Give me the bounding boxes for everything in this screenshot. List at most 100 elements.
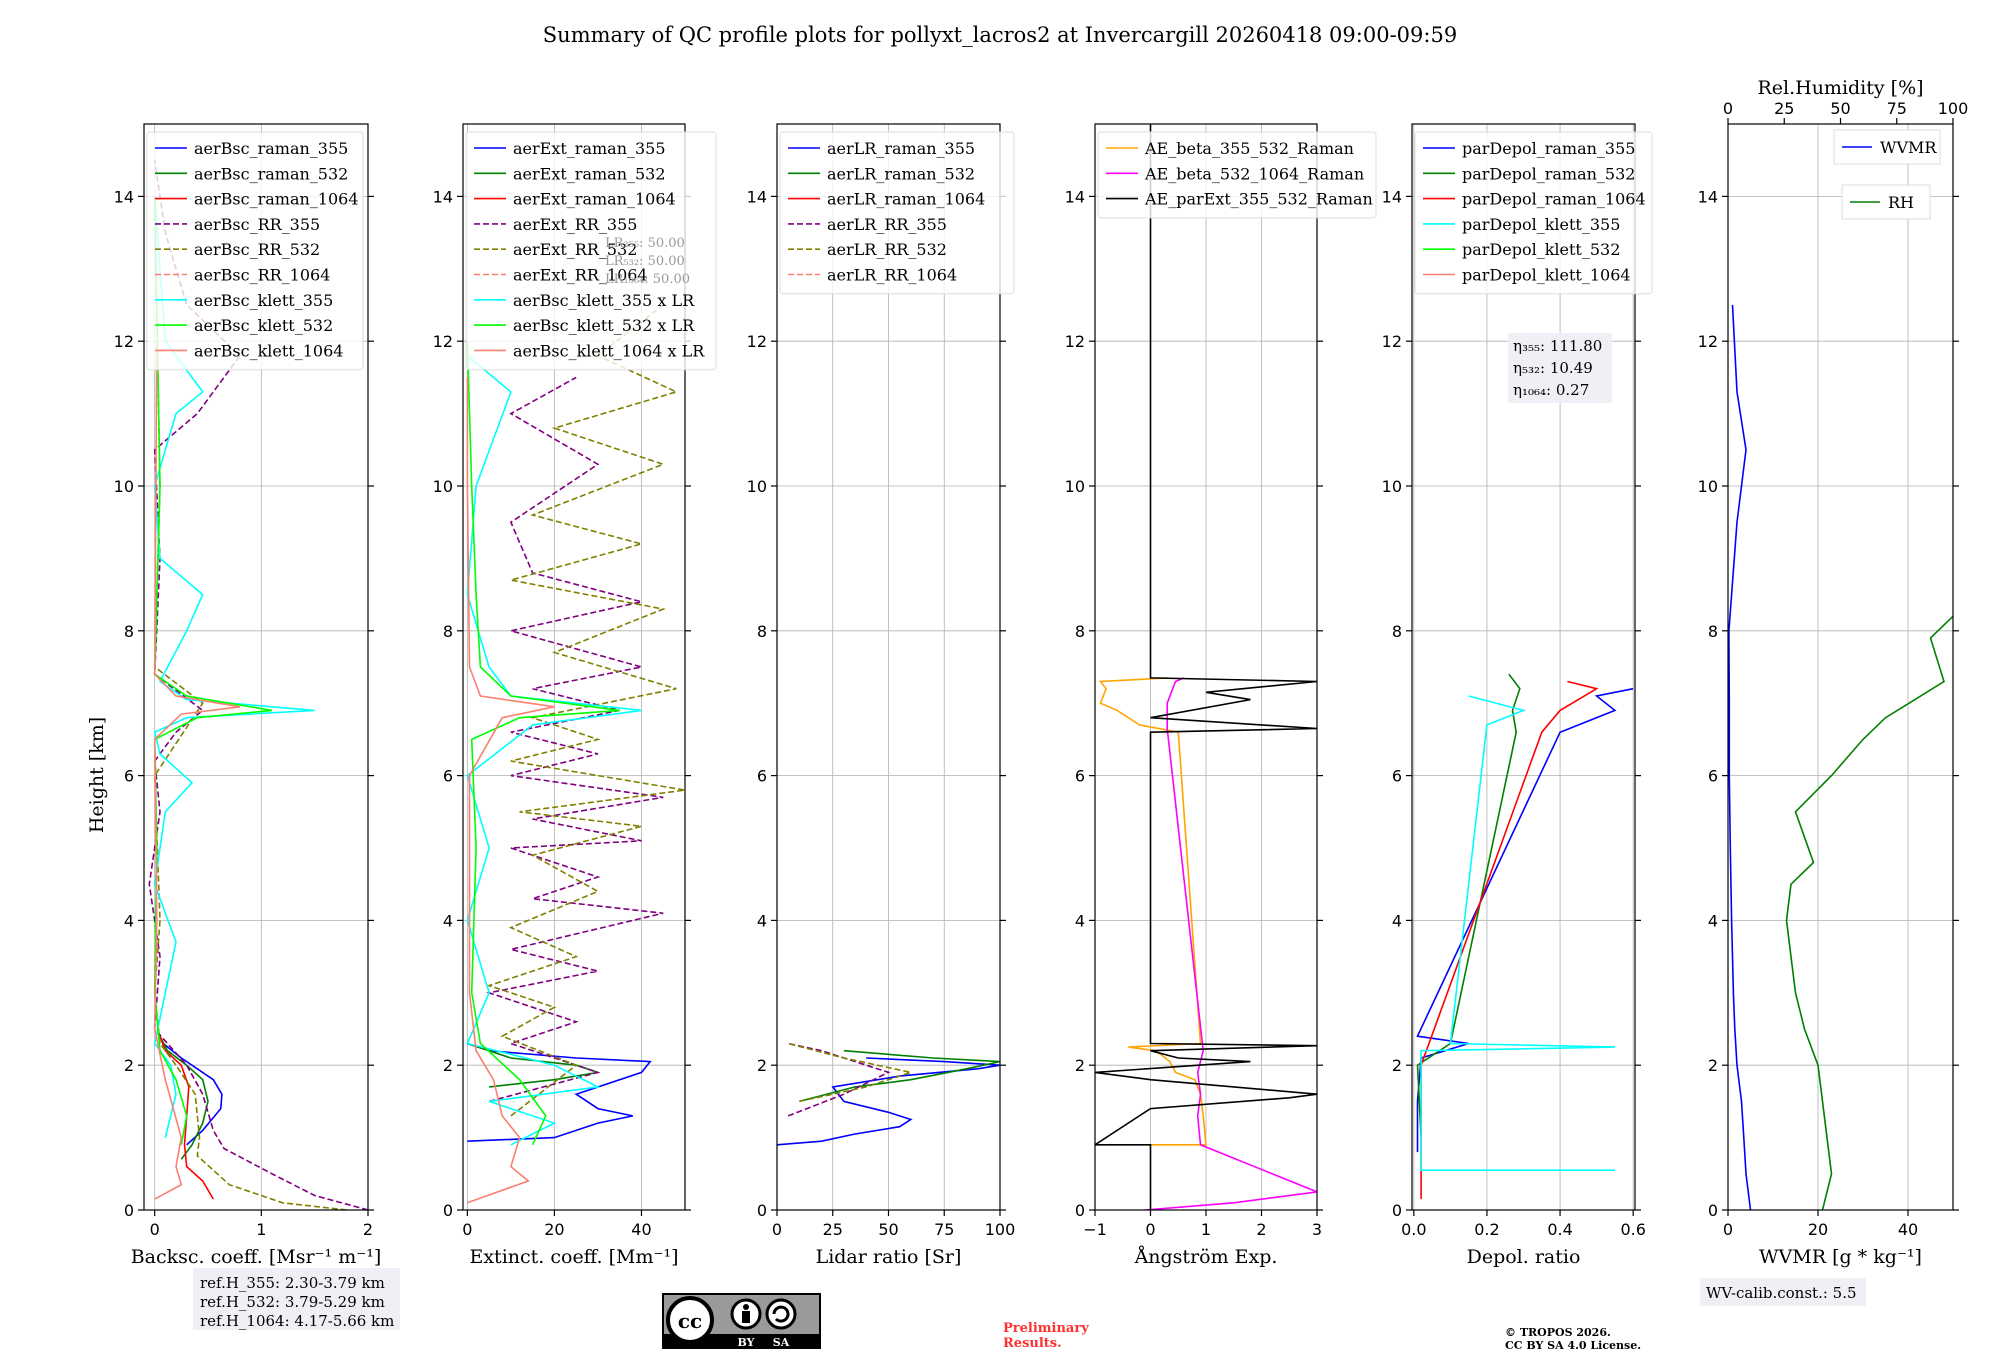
series-RH: [1785, 615, 1953, 1210]
x2-tick-label: 50: [1830, 99, 1850, 118]
y-tick-label: 14: [1065, 187, 1085, 206]
axes-frame: [1727, 123, 1954, 1211]
series-aerLR_RR_532: [787, 1042, 914, 1103]
ref-height-1064: ref.H_1064: 4.17-5.66 km: [200, 1312, 394, 1330]
series-group: [1095, 124, 1317, 1210]
legend-box: [1414, 131, 1653, 295]
sa-icon: [765, 1298, 797, 1330]
x-tick-label: 0.2: [1474, 1220, 1499, 1239]
x-tick-label: 25: [823, 1220, 843, 1239]
legend-label: aerBsc_RR_532: [194, 240, 320, 259]
legend-label: AE_beta_355_532_Raman: [1144, 139, 1354, 158]
y-tick-label: 6: [1075, 767, 1085, 786]
legend-label: WVMR: [1880, 138, 1937, 157]
series-group: [148, 160, 368, 1210]
ref-box-bg: [193, 1268, 400, 1330]
y-tick-label: 0: [443, 1201, 453, 1220]
legend-label: aerBsc_klett_1064 x LR: [513, 341, 705, 360]
legend-label: aerLR_raman_355: [827, 139, 975, 158]
y-tick-label: 4: [124, 911, 134, 930]
legend-label: parDepol_raman_1064: [1462, 190, 1646, 209]
panel-extinction: 0 20 40 0 2 4 6 8 10 12 14 Extinct. coeff. [Mm⁻¹] ae…: [433, 123, 717, 1268]
legend-label: aerLR_raman_1064: [827, 190, 985, 209]
y-tick-label: 4: [443, 911, 453, 930]
legend-label: aerBsc_klett_355 x LR: [513, 291, 695, 310]
y-tick-label: 10: [114, 477, 134, 496]
x-tick-label: 75: [934, 1220, 954, 1239]
copyright-note: © TROPOS 2026. CC BY SA 4.0 License.: [1505, 1326, 1641, 1352]
x2-tick-label: 100: [1938, 99, 1969, 118]
series-aerLR_RR_355: [787, 1042, 891, 1117]
cc-license-badge: cc BY SA: [662, 1293, 821, 1349]
x-tick-label: 2: [363, 1220, 373, 1239]
series-AE_parExt_355_532_Raman: [1095, 124, 1317, 1210]
x-tick-label: 0.4: [1547, 1220, 1572, 1239]
y-tick-label: 12: [747, 332, 767, 351]
x-tick-label: 0.6: [1620, 1220, 1645, 1239]
y-tick-label: 8: [1075, 622, 1085, 641]
series-group: [466, 304, 685, 1204]
x2-axis-label: Rel.Humidity [%]: [1757, 77, 1923, 99]
y-tick-label: 6: [443, 767, 453, 786]
y-tick-label: 10: [433, 477, 453, 496]
ref-heights-box: ref.H_355: 2.30-3.79 km ref.H_532: 3.79-…: [193, 1268, 400, 1330]
x-axis-label: Depol. ratio: [1467, 1246, 1581, 1268]
series-AE_beta_532_1064_Raman: [1144, 677, 1317, 1210]
lr-annotation: LR₅₃₂: 50.00: [605, 254, 685, 269]
legend-label: parDepol_klett_355: [1462, 215, 1620, 234]
y-tick-label: 8: [443, 622, 453, 641]
legend: aerLR_raman_355 aerLR_raman_532 aerLR_rama…: [779, 131, 1015, 295]
series-aerBsc_klett_355: [153, 196, 315, 1138]
y-tick-label: 12: [433, 332, 453, 351]
legend-label: aerBsc_RR_1064: [194, 266, 330, 285]
legend-label: RH: [1888, 193, 1914, 212]
x-tick-label: 0: [1723, 1220, 1733, 1239]
legend-wvmr: WVMR: [1833, 129, 1941, 165]
x-tick-label: −1: [1083, 1220, 1107, 1239]
y-tick-label: 6: [1708, 767, 1718, 786]
y-tick-label: 8: [124, 622, 134, 641]
y-tick-label: 2: [757, 1056, 767, 1075]
legend-box: [779, 131, 1015, 295]
y-tick-label: 12: [1698, 332, 1718, 351]
y-tick-label: 12: [1065, 332, 1085, 351]
y-tick-label: 0: [757, 1201, 767, 1220]
eta-annotation: η₃₅₅: 111.80: [1513, 337, 1602, 355]
lr-annotation: LR₃₅₅: 50.00: [605, 236, 685, 251]
legend-label: aerExt_raman_1064: [513, 190, 676, 209]
y-tick-label: 4: [1075, 911, 1085, 930]
legend-label: aerBsc_klett_1064: [194, 341, 343, 360]
y-tick-label: 4: [1708, 911, 1718, 930]
series-aerExt_RR_532: [486, 304, 685, 1117]
sa-icon-arrow: [772, 1305, 790, 1323]
y-tick-label: 0: [1708, 1201, 1718, 1220]
panel-depolarization: 0.0 0.2 0.4 0.6 0 2 4 6 8 10 12 14 Depol. ratio parDe…: [1382, 123, 1653, 1268]
y-tick-label: 4: [757, 911, 767, 930]
x-tick-label: 1: [256, 1220, 266, 1239]
legend-label: AE_parExt_355_532_Raman: [1144, 190, 1373, 209]
y-tick-label: 0: [124, 1201, 134, 1220]
y-tick-label: 10: [1698, 477, 1718, 496]
lr-annotation: LR₁₀₆₄: 50.00: [605, 272, 690, 287]
series-group: [1416, 673, 1634, 1200]
x-tick-label: 0.0: [1401, 1220, 1426, 1239]
axes-frame: [462, 123, 686, 1211]
cc-icon-text: cc: [678, 1309, 702, 1333]
by-label: BY: [738, 1336, 755, 1349]
series-WVMR: [1728, 304, 1752, 1210]
x-tick-label: 2: [1256, 1220, 1266, 1239]
y-tick-label: 14: [433, 187, 453, 206]
eta-annotation: η₁₀₆₄: 0.27: [1513, 381, 1589, 399]
legend-label: parDepol_klett_532: [1462, 240, 1620, 259]
x2-tick-label: 0: [1723, 99, 1733, 118]
legend: aerExt_raman_355 aerExt_raman_532 aerExt_r…: [465, 131, 717, 371]
legend: parDepol_raman_355 parDepol_raman_532 parD…: [1414, 131, 1653, 295]
series-parDepol_klett_355: [1420, 695, 1615, 1171]
x-tick-label: 40: [1898, 1220, 1918, 1239]
wv-calib-box: WV-calib.const.: 5.5: [1700, 1278, 1866, 1306]
x-tick-label: 0: [772, 1220, 782, 1239]
series-aerExt_raman_532: [467, 1042, 599, 1088]
x-tick-label: 0: [150, 1220, 160, 1239]
